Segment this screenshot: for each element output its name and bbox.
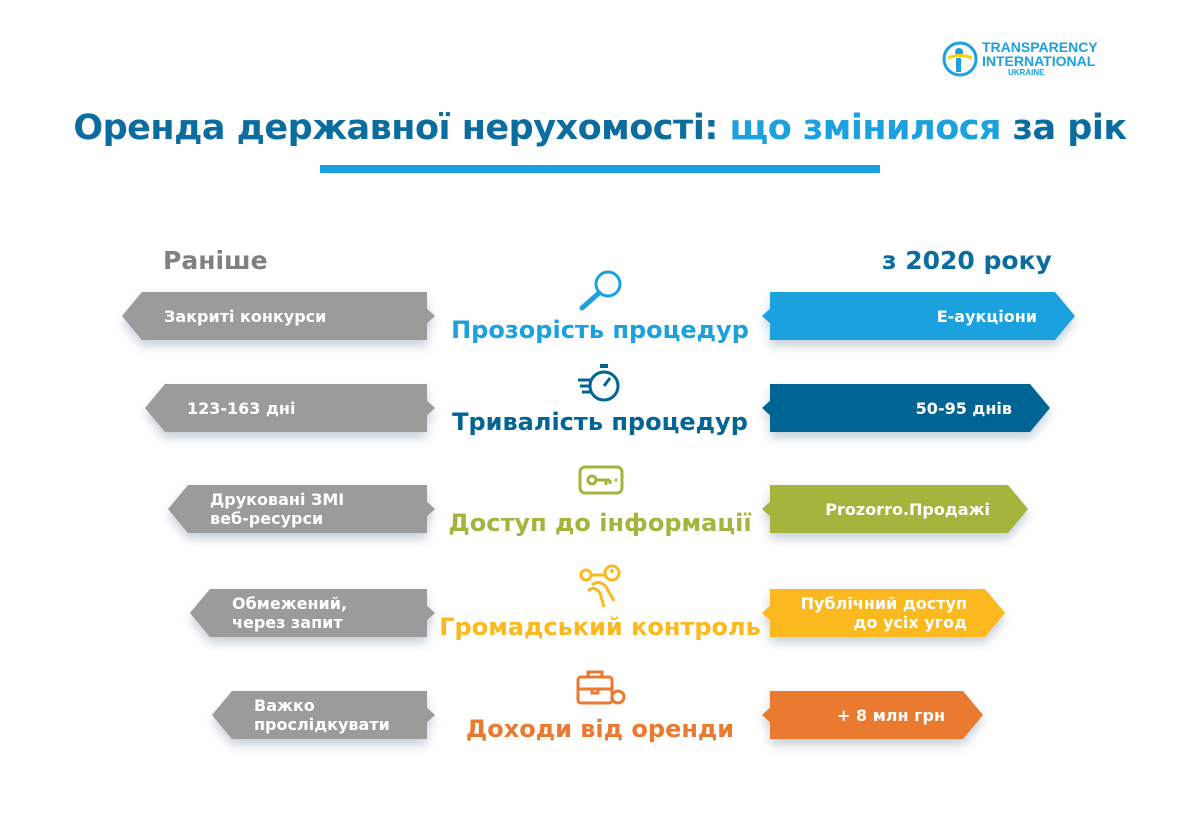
before-value: Закриті конкурси [164, 306, 327, 326]
before-value: Важко прослідкувати [254, 696, 390, 734]
before-value: 123-163 дні [187, 398, 296, 418]
category-label: Тривалість процедур [452, 408, 748, 436]
before-arrow: Друковані ЗМІ веб-ресурси [168, 485, 435, 533]
after-arrow: Prozorro.Продажі [762, 485, 1028, 533]
logo-line1: TRANSPARENCY [982, 39, 1098, 55]
before-arrow: Обмежений, через запит [190, 589, 435, 637]
logo-line2: INTERNATIONAL [982, 53, 1096, 69]
header-after: з 2020 року [882, 246, 1052, 275]
logo: TRANSPARENCY INTERNATIONAL UKRAINE [942, 40, 1098, 77]
touch-alert-icon [579, 564, 621, 608]
category-label: Доходи від оренди [465, 715, 735, 743]
before-arrow: 123-163 дні [145, 384, 435, 432]
page-title: Оренда державної нерухомості: що змінило… [0, 108, 1200, 148]
title-highlight: що змінилося [729, 108, 1002, 148]
after-value: Prozorro.Продажі [825, 499, 990, 519]
header-before: Раніше [163, 246, 268, 275]
category-label: Громадський контроль [439, 613, 761, 641]
after-arrow: Публічний доступ до усіх угод [762, 589, 1005, 637]
before-value: Друковані ЗМІ веб-ресурси [210, 490, 345, 528]
before-arrow: Закриті конкурси [122, 292, 435, 340]
after-arrow: + 8 млн грн [762, 691, 983, 739]
before-value: Обмежений, через запит [232, 594, 348, 632]
logo-line3: UKRAINE [1008, 68, 1045, 77]
category-label: Прозорість процедур [451, 316, 749, 344]
after-arrow: Е-аукціони [762, 292, 1075, 340]
stopwatch-icon [578, 364, 620, 402]
title-underline [320, 165, 880, 173]
after-value: Публічний доступ до усіх угод [800, 594, 967, 632]
after-arrow: 50-95 днів [762, 384, 1050, 432]
key-icon [578, 465, 624, 495]
ti-logo-icon [942, 41, 978, 76]
after-value: + 8 млн грн [837, 705, 945, 725]
after-value: 50-95 днів [915, 398, 1012, 418]
after-value: Е-аукціони [936, 306, 1037, 326]
category-label: Доступ до інформації [448, 509, 752, 537]
magnifier-icon [579, 270, 622, 311]
title-part3: за рік [1012, 108, 1127, 148]
briefcase-money-icon [576, 670, 626, 705]
title-part1: Оренда державної нерухомості: [73, 108, 718, 148]
before-arrow: Важко прослідкувати [212, 691, 435, 739]
